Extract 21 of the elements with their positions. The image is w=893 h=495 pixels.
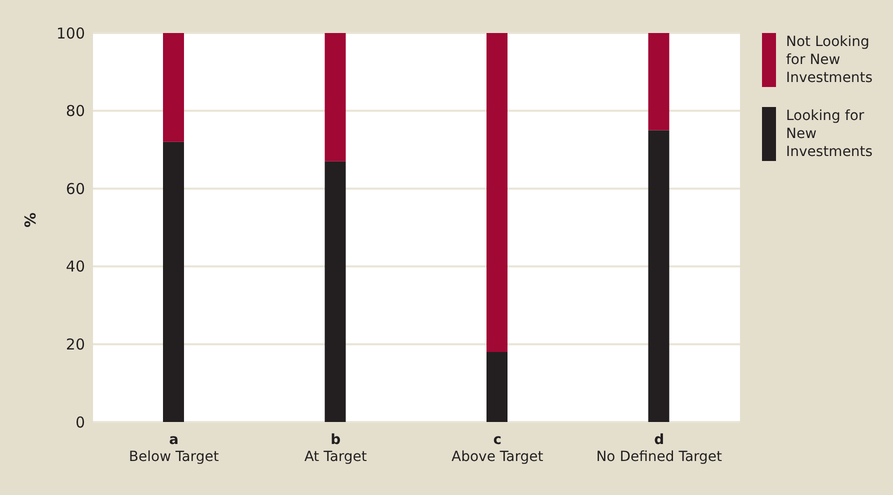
bar <box>486 33 508 352</box>
y-tick-label: 20 <box>66 336 85 354</box>
x-tick-label: c Above Target <box>452 432 544 465</box>
text: Looking for New Investments <box>786 107 874 161</box>
bar <box>324 161 346 422</box>
y-tick-label: 60 <box>66 180 85 198</box>
y-tick-label: 100 <box>56 24 85 42</box>
y-tick-label: 80 <box>66 102 85 120</box>
bar <box>163 33 184 142</box>
x-tick-label: d No Defined Target <box>596 432 723 465</box>
x-tick-label: a Below Target <box>128 432 220 465</box>
bar <box>648 130 670 422</box>
y-tick-label: 0 <box>75 413 85 432</box>
bar <box>324 33 346 162</box>
bar <box>486 352 508 422</box>
y-axis-title: % <box>21 212 40 228</box>
bar <box>163 142 184 422</box>
bar <box>648 33 670 130</box>
text: Not Looking for New Investments <box>786 33 874 87</box>
y-tick-label: 40 <box>66 258 85 276</box>
x-tick-label: b At Target <box>304 432 368 465</box>
